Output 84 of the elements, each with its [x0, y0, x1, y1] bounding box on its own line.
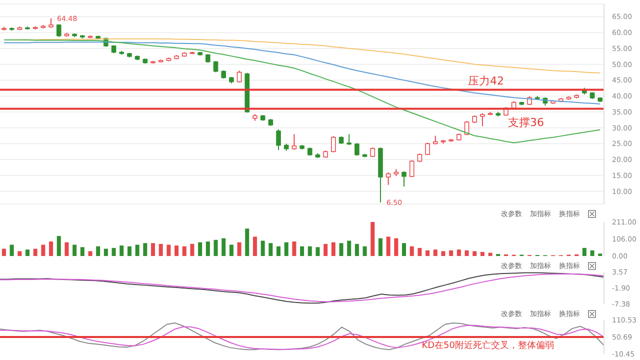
bar — [339, 243, 344, 256]
candlestick — [402, 170, 406, 188]
bar — [308, 246, 312, 256]
bar — [214, 240, 218, 256]
candlestick — [292, 134, 297, 150]
candlestick — [386, 172, 391, 186]
bar — [2, 248, 6, 256]
candlestick — [56, 24, 62, 38]
bar — [158, 244, 163, 256]
line-series — [3, 42, 601, 104]
candlestick — [331, 136, 336, 153]
bar — [206, 242, 210, 256]
bar — [284, 242, 288, 256]
bar — [237, 242, 242, 256]
bar — [190, 244, 194, 256]
bar — [347, 240, 352, 256]
bar — [260, 240, 265, 256]
bar — [64, 242, 69, 256]
bar — [33, 248, 38, 256]
bar — [488, 252, 492, 256]
candlestick — [425, 142, 430, 156]
candlestick — [409, 160, 414, 178]
bar — [222, 238, 226, 256]
ref-line-label: KD在50附近死亡交叉，整体偏弱 — [422, 340, 554, 352]
bar — [354, 244, 359, 256]
bar — [362, 246, 367, 256]
bar — [229, 244, 234, 256]
bar — [245, 228, 250, 256]
candlestick — [236, 70, 242, 83]
bar — [268, 243, 273, 256]
bar — [104, 248, 108, 256]
bar — [10, 244, 14, 256]
bar — [127, 246, 132, 256]
line-series — [3, 39, 601, 144]
bar — [300, 246, 304, 256]
bar — [464, 250, 469, 256]
bar — [441, 251, 446, 256]
ref-line-label: 压力42 — [468, 74, 504, 88]
bar — [18, 251, 22, 256]
bar — [25, 250, 30, 256]
bar — [324, 244, 328, 256]
bar — [276, 246, 281, 256]
ref-line-label: 支撑36 — [508, 116, 544, 129]
bar — [88, 251, 92, 256]
bar — [402, 243, 406, 256]
candlestick — [346, 134, 352, 146]
bar — [198, 242, 202, 256]
bar — [590, 250, 594, 256]
bar — [480, 252, 484, 256]
candlestick — [480, 112, 485, 127]
bar — [394, 238, 398, 256]
bar — [331, 242, 336, 256]
bar — [120, 246, 124, 256]
bar — [456, 250, 461, 256]
bar — [410, 246, 414, 256]
candlestick — [213, 60, 218, 73]
bar — [41, 244, 46, 256]
bar — [72, 244, 77, 256]
bar — [582, 248, 586, 256]
bar — [49, 242, 54, 256]
bar — [370, 222, 375, 256]
bar — [143, 243, 148, 256]
bar — [472, 251, 477, 256]
bar — [292, 242, 296, 256]
bar — [449, 250, 454, 256]
bar — [56, 236, 61, 256]
bar — [174, 246, 179, 256]
bar — [96, 246, 100, 256]
bar — [378, 238, 382, 256]
bar — [418, 248, 422, 256]
bar — [112, 248, 116, 256]
bar — [252, 236, 257, 256]
candlestick — [276, 128, 281, 151]
bar — [80, 247, 84, 256]
bar — [182, 246, 186, 256]
bar — [316, 247, 320, 256]
bar — [386, 236, 390, 256]
candlestick — [48, 18, 54, 28]
bar — [151, 243, 155, 256]
candlestick — [354, 142, 360, 156]
bar — [166, 244, 171, 256]
bar — [433, 250, 438, 256]
bar — [426, 250, 430, 256]
bar — [135, 244, 140, 256]
